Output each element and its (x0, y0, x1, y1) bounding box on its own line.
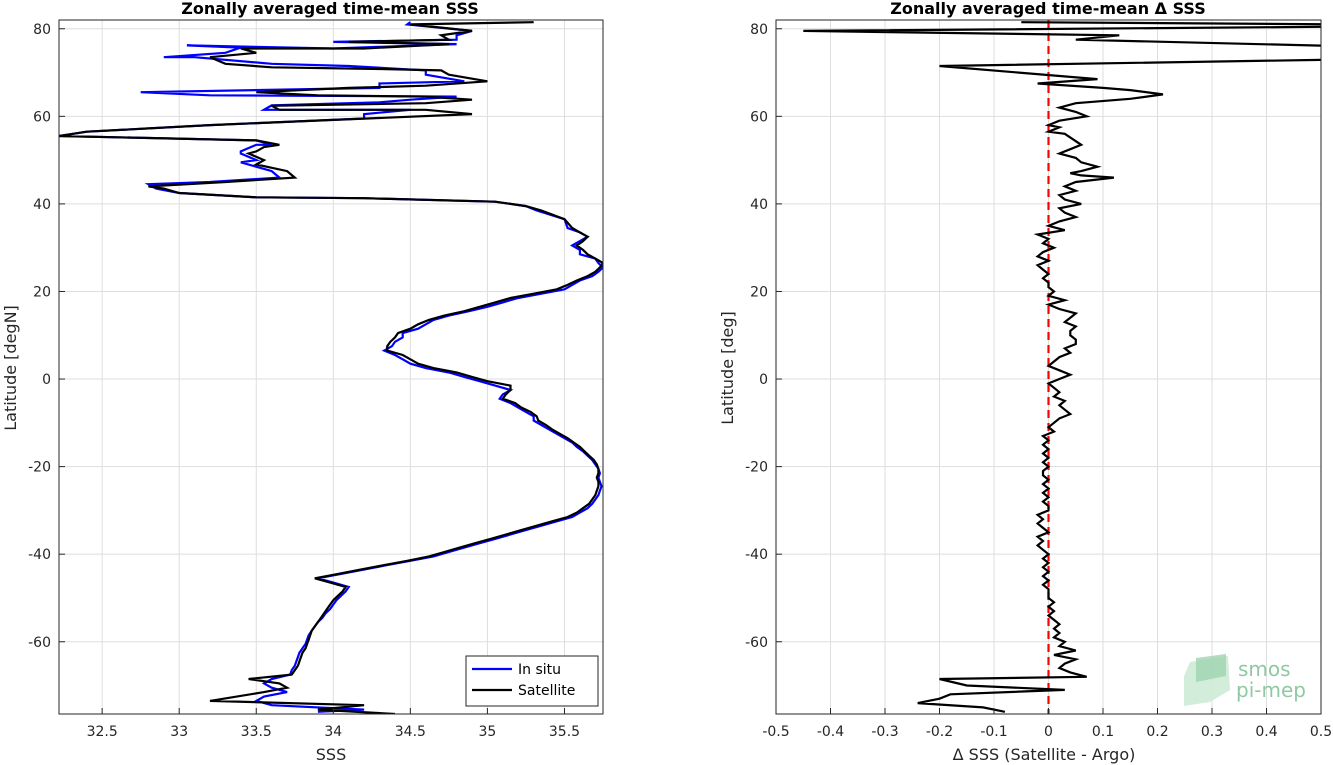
left-plot-area (59, 20, 603, 714)
left-y-tick-label: 60 (33, 109, 51, 125)
series-satellite-line (59, 21, 603, 714)
legend-box (465, 655, 599, 707)
right-x-tick-label: -0.3 (871, 724, 898, 740)
logo-mark-shade (1196, 654, 1226, 682)
smos-pi-mep-logo: smos pi-mep (1184, 654, 1306, 706)
delta-sss-line (803, 21, 1321, 713)
right-y-tick-label: 60 (750, 109, 768, 125)
right-x-tick-label: 0 (1044, 724, 1053, 740)
left-x-tick-label: 32.5 (87, 724, 118, 740)
legend: In situ Satellite (465, 655, 599, 707)
right-x-tick-label: 0.3 (1201, 724, 1223, 740)
logo-text-smos: smos (1238, 657, 1291, 681)
left-y-tick-label: -40 (28, 547, 51, 563)
right-x-tick-label: -0.1 (980, 724, 1007, 740)
left-y-tick-label: 80 (33, 22, 51, 38)
left-ticks: 32.5 33 33.5 34 34.5 35 35.5 80 60 40 20 0 -20 -40 -60 (28, 22, 580, 740)
right-x-tick-label: -0.2 (926, 724, 953, 740)
left-y-axis-label: Latitude [degN] (1, 305, 20, 431)
left-x-tick-label: 35 (479, 724, 497, 740)
right-x-tick-label: -0.4 (817, 724, 844, 740)
left-y-tick-label: 40 (33, 197, 51, 213)
left-x-tick-label: 33 (170, 724, 188, 740)
right-y-tick-label: -20 (745, 460, 768, 476)
right-y-axis-label: Latitude [deg] (718, 311, 737, 425)
right-y-tick-label: 80 (750, 22, 768, 38)
right-x-axis-label: Δ SSS (Satellite - Argo) (953, 745, 1136, 764)
right-x-tick-label: 0.4 (1255, 724, 1277, 740)
right-x-tick-label: -0.5 (762, 724, 789, 740)
right-y-tick-label: -40 (745, 547, 768, 563)
right-chart-title: Zonally averaged time-mean Δ SSS (890, 0, 1206, 18)
left-y-tick-label: -60 (28, 635, 51, 651)
left-axes-box (58, 19, 604, 715)
left-x-axis-label: SSS (316, 745, 346, 764)
left-grid (59, 20, 603, 714)
left-panel: 32.5 33 33.5 34 34.5 35 35.5 80 60 40 20 0 -20 -40 -60… (1, 0, 604, 764)
right-x-tick-label: 0.1 (1092, 724, 1114, 740)
left-y-tick-label: 20 (33, 284, 51, 300)
right-y-tick-label: 20 (750, 284, 768, 300)
left-x-tick-label: 34 (324, 724, 342, 740)
left-y-tick-label: 0 (42, 372, 51, 388)
legend-satellite-label: Satellite (518, 683, 575, 699)
legend-in-situ-label: In situ (518, 662, 561, 678)
left-chart-title: Zonally averaged time-mean SSS (181, 0, 479, 18)
right-y-tick-label: 40 (750, 197, 768, 213)
right-y-tick-label: -60 (745, 635, 768, 651)
left-x-tick-label: 34.5 (395, 724, 426, 740)
right-ticks: -0.5 -0.4 -0.3 -0.2 -0.1 0 0.1 0.2 0.3 0.4 0.5 80 60… (745, 22, 1332, 740)
right-panel: smos pi-mep -0.5 -0.4 -0.3 -0.2 -0.1 0 0.1 0.2 0… (718, 0, 1332, 764)
left-x-tick-label: 35.5 (549, 724, 580, 740)
right-y-tick-label: 0 (759, 372, 768, 388)
right-x-tick-label: 0.2 (1146, 724, 1168, 740)
logo-text-pi-mep: pi-mep (1236, 678, 1306, 702)
left-y-tick-label: -20 (28, 460, 51, 476)
right-x-tick-label: 0.5 (1310, 724, 1332, 740)
left-x-tick-label: 33.5 (241, 724, 272, 740)
